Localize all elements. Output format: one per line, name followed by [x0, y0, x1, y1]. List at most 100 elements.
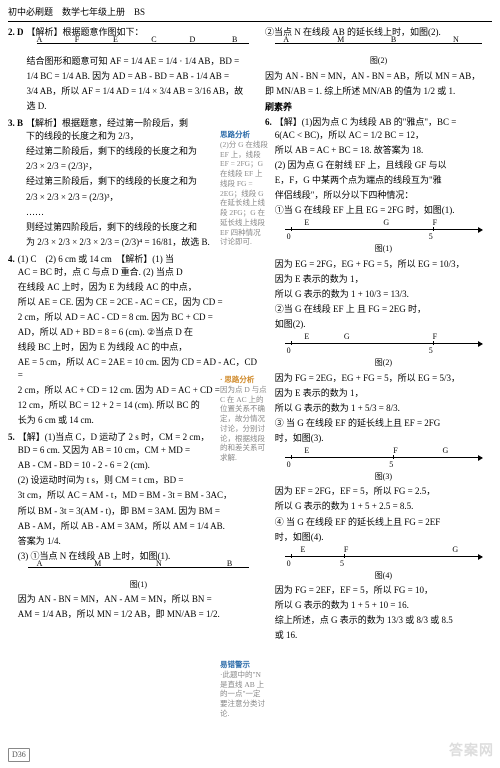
q4-number: 4. — [8, 253, 15, 430]
q2-line: 3/4 AB，所以 AF = 1/4 AD = 1/4 × 3/4 AB = 3… — [27, 85, 259, 98]
q6-b4: 因为 FG = 2EF，EF = 5，所以 FG = 10， — [275, 584, 492, 597]
q4-line: 所以 AE = CE. 因为 CE = 2CE - AC = CE，因为 CD … — [18, 296, 259, 309]
diagram-point: G — [452, 544, 458, 556]
q4-line: 线段 BC 上时，因为 E 为线段 AC 的中点， — [18, 341, 259, 354]
diagram-point: G — [344, 331, 350, 343]
q6-d4-caption: 图(4) — [275, 570, 492, 582]
q6-b2: 所以 G 表示的数为 1 + 5/3 = 8/3. — [275, 402, 492, 415]
margin-note-body: ·此题中的"N 是直线 AB 上的一点"一定要注意分类讨论. — [220, 670, 268, 719]
diagram-point: E — [304, 445, 309, 457]
q6-diagram3: E F G 0 5 — [285, 449, 482, 467]
q5-line: (2) 设运动时间为 t s，则 CM = t cm，BD = — [18, 474, 259, 487]
right-top-after: 因为 AN - BN = MN，AN - BN = AB，所以 MN = AB， — [265, 70, 492, 83]
margin-note-2: · 思路分析 因为点 D 与点 C 在 AC 上的位置关系不确定，故分情况讨论，… — [220, 375, 268, 463]
tick-label: 0 — [287, 558, 291, 570]
diagram-point: N — [453, 34, 459, 46]
right-top-caption: 图(2) — [265, 55, 492, 67]
margin-note-3: 易错警示 ·此题中的"N 是直线 AB 上的一点"一定要注意分类讨论. — [220, 660, 268, 719]
tick-label: 5 — [429, 345, 433, 357]
right-top-after: 即 MN/AB = 1. 综上所述 MN/AB 的值为 1/2 或 1. — [265, 85, 492, 98]
q6-b3: 因为 EF = 2FG，EF = 5，所以 FG = 2.5， — [275, 485, 492, 498]
q5-head: 【解】(1)当点 C，D 运动了 2 s 时，CM = 2 cm， — [18, 432, 210, 442]
diagram-point: E — [304, 217, 309, 229]
diagram-point: G — [383, 217, 389, 229]
tick-label: 5 — [389, 459, 393, 471]
diagram-point: F — [75, 34, 79, 46]
q2-line: 1/4 BC = 1/4 AB. 因为 AD = AB - BD = AB - … — [27, 70, 259, 83]
q6-head: 【解】(1)因为点 C 为线段 AB 的"雅点"，BC = — [275, 117, 457, 127]
q3-number: 3. B — [8, 117, 23, 250]
q6-d2-caption: 图(2) — [275, 357, 492, 369]
q6-b1: 如图(2). — [275, 318, 492, 331]
diagram-point: A — [283, 34, 289, 46]
diagram-point: M — [337, 34, 344, 46]
q2-analysis-label: 【解析】根据题意作图如下： — [27, 27, 144, 37]
margin-note-1: 思路分析 (2)分 G 在线段 EF 上，线段 EF = 2FG；G 在线段 E… — [220, 130, 268, 247]
q6-d1-caption: 图(1) — [275, 243, 492, 255]
diagram-point: G — [443, 445, 449, 457]
diagram-point: E — [304, 331, 309, 343]
diagram-point: N — [156, 558, 162, 570]
tick-label: 0 — [287, 231, 291, 243]
page-footer: D36 — [8, 748, 492, 762]
q5-tail: AM = 1/4 AB，所以 MN = 1/2 AB，即 MN/AB = 1/2… — [18, 608, 259, 621]
q6-b3: 时，如图(4). — [275, 531, 492, 544]
q6-b2: ③ 当 G 在线段 EF 的延长线上且 EF = 2FG — [275, 417, 492, 430]
q6-line: ①当 G 在线段 EF 上且 EG = 2FG 时，如图(1). — [275, 204, 492, 217]
q5-line: (3) ①当点 N 在线段 AB 上时，如图(1). — [18, 550, 259, 563]
right-top-diagram: A M B N — [275, 43, 482, 51]
q5-line: AB - AM，所以 AB - AM = 3AM，所以 AM = 1/4 AB. — [18, 520, 259, 533]
q6-b3: ④ 当 G 在线段 EF 的延长线上且 FG = 2EF — [275, 516, 492, 529]
diagram-point: C — [151, 34, 156, 46]
diagram-point: B — [391, 34, 396, 46]
q4-line: 在线段 AC 上时，因为 E 为线段 AC 的中点， — [18, 281, 259, 294]
section-heading: 刷素养 — [265, 101, 492, 114]
q6-b1: 所以 G 表示的数为 1 + 10/3 = 13/3. — [275, 288, 492, 301]
margin-note-title: 思路分析 — [220, 130, 268, 140]
q6-b3: 所以 G 表示的数为 1 + 5 + 2.5 = 8.5. — [275, 500, 492, 513]
q6-d3-caption: 图(3) — [275, 471, 492, 483]
q6-line: 伴侣线段"，所以分以下四种情况： — [275, 189, 492, 202]
q6-line: 6(AC < BC)，所以 AC = 1/2 BC = 12， — [275, 129, 492, 142]
q6-b1: 因为 EG = 2FG，EG + FG = 5，所以 EG = 10/3， — [275, 258, 492, 271]
q6-b4: 所以 G 表示的数为 1 + 5 + 10 = 16. — [275, 599, 492, 612]
q4-part1: (1) C (2) 6 cm 或 14 cm 【解析】(1) 当 — [18, 254, 174, 264]
tick-label: 0 — [287, 345, 291, 357]
margin-note-title: 易错警示 — [220, 660, 268, 670]
q6-b4: 综上所述，点 G 表示的数为 13/3 或 8/3 或 8.5 — [275, 614, 492, 627]
watermark: 答案网 — [449, 742, 494, 762]
right-column: ②当点 N 在线段 AB 的延长线上时，如图(2). A M B N 图(2) … — [265, 26, 492, 744]
q5-diagram1: A M N B — [28, 567, 249, 575]
q6-diagram2: E G F 0 5 — [285, 335, 482, 353]
diagram-point: B — [232, 34, 237, 46]
q6-b1: 因为 E 表示的数为 1， — [275, 273, 492, 286]
diagram-point: M — [94, 558, 101, 570]
q2-diagram: A F E C D B — [37, 43, 249, 51]
q2-line: 结合图形和题意可知 AF = 1/4 AE = 1/4 · 1/4 AB，BD … — [27, 55, 259, 68]
q6-line: (2) 因为点 G 在射线 EF 上，且线段 GF 与以 — [275, 159, 492, 172]
q6-b2: 因为 E 表示的数为 1， — [275, 387, 492, 400]
q5-diagram1-caption: 图(1) — [18, 579, 259, 591]
q6-diagram1: E G F 0 5 — [285, 221, 482, 239]
diagram-point: A — [37, 558, 43, 570]
q3-analysis-label: 【解析】根据题意，经过第一阶段后，剩 — [26, 118, 188, 128]
page-number: D36 — [8, 748, 30, 762]
q4-line: AC = BC 时，点 C 与点 D 重合. (2) 当点 D — [18, 266, 259, 279]
q5-line: 答案为 1/4. — [18, 535, 259, 548]
diagram-point: A — [37, 34, 43, 46]
q5-number: 5. — [8, 431, 15, 623]
diagram-point: E — [113, 34, 118, 46]
margin-note-body: 因为点 D 与点 C 在 AC 上的位置关系不确定，故分情况讨论，分别讨论，根据… — [220, 385, 268, 463]
q6-b1: ②当 G 在线段 EF 上 且 FG = 2EG 时， — [275, 303, 492, 316]
q6-line: 所以 AB = AC + BC = 18. 故答案为 18. — [275, 144, 492, 157]
margin-note-body: (2)分 G 在线段 EF 上，线段 EF = 2FG；G 在线段 EF 上线段… — [220, 140, 268, 247]
q4-line: AD，所以 AD + BD = 8 = 6 (cm). ②当点 D 在 — [18, 326, 259, 339]
q2-number: 2. D — [8, 26, 24, 115]
question-2: 2. D 【解析】根据题意作图如下： A F E C D B 结合图形和题意可知… — [8, 26, 259, 115]
q2-line: 选 D. — [27, 100, 259, 113]
diagram-point: D — [189, 34, 195, 46]
tick-label: 0 — [287, 459, 291, 471]
margin-note-title: · 思路分析 — [220, 375, 268, 385]
q5-tail: 因为 AN - BN = MN，AN - AM = MN，所以 BN = — [18, 593, 259, 606]
q6-diagram4: E F G 0 5 — [285, 548, 482, 566]
